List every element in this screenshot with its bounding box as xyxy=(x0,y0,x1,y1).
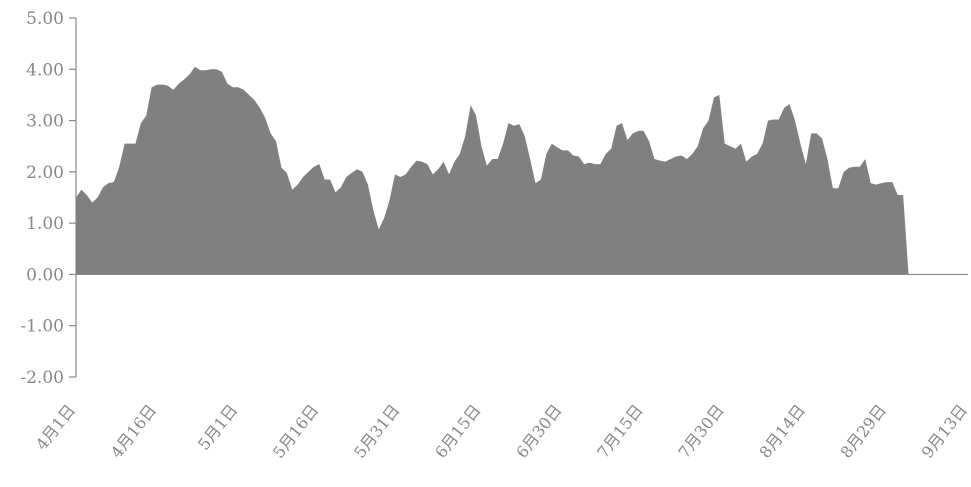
x-axis-ticks: 4月1日 4月16日 5月1日 5月16日 5月31日 6月15日 6月30日 7月15日 7月… xyxy=(32,401,971,462)
area-series xyxy=(76,66,971,275)
y-tick-label: 0.00 xyxy=(26,265,64,285)
y-tick-label: 3.00 xyxy=(26,112,64,132)
x-tick-label: 5月16日 xyxy=(269,401,322,462)
x-tick-label: 8月14日 xyxy=(755,401,808,462)
x-tick-label: 4月16日 xyxy=(107,401,160,462)
x-tick-label: 6月30日 xyxy=(512,401,565,462)
y-tick-label: 2.00 xyxy=(26,163,64,183)
area-series-layer xyxy=(76,66,971,275)
x-tick-label: 7月30日 xyxy=(674,401,727,462)
y-tick-label: 4.00 xyxy=(26,60,64,80)
x-tick-label: 7月15日 xyxy=(593,401,646,462)
y-tick-label: -1.00 xyxy=(20,317,64,337)
y-axis-ticks: 5.00 4.00 3.00 2.00 1.00 0.00 -1.00 -2.00 xyxy=(20,9,76,388)
x-tick-label: 5月1日 xyxy=(194,401,241,454)
axes xyxy=(75,18,968,377)
x-tick-label: 9月13日 xyxy=(918,401,971,462)
x-tick-label: 5月31日 xyxy=(350,401,403,462)
x-tick-label: 4月1日 xyxy=(32,401,79,454)
y-tick-label: 5.00 xyxy=(26,9,64,29)
x-tick-label: 8月29日 xyxy=(837,401,890,462)
y-tick-label: -2.00 xyxy=(20,368,64,388)
y-tick-label: 1.00 xyxy=(26,214,64,234)
x-tick-label: 6月15日 xyxy=(431,401,484,462)
